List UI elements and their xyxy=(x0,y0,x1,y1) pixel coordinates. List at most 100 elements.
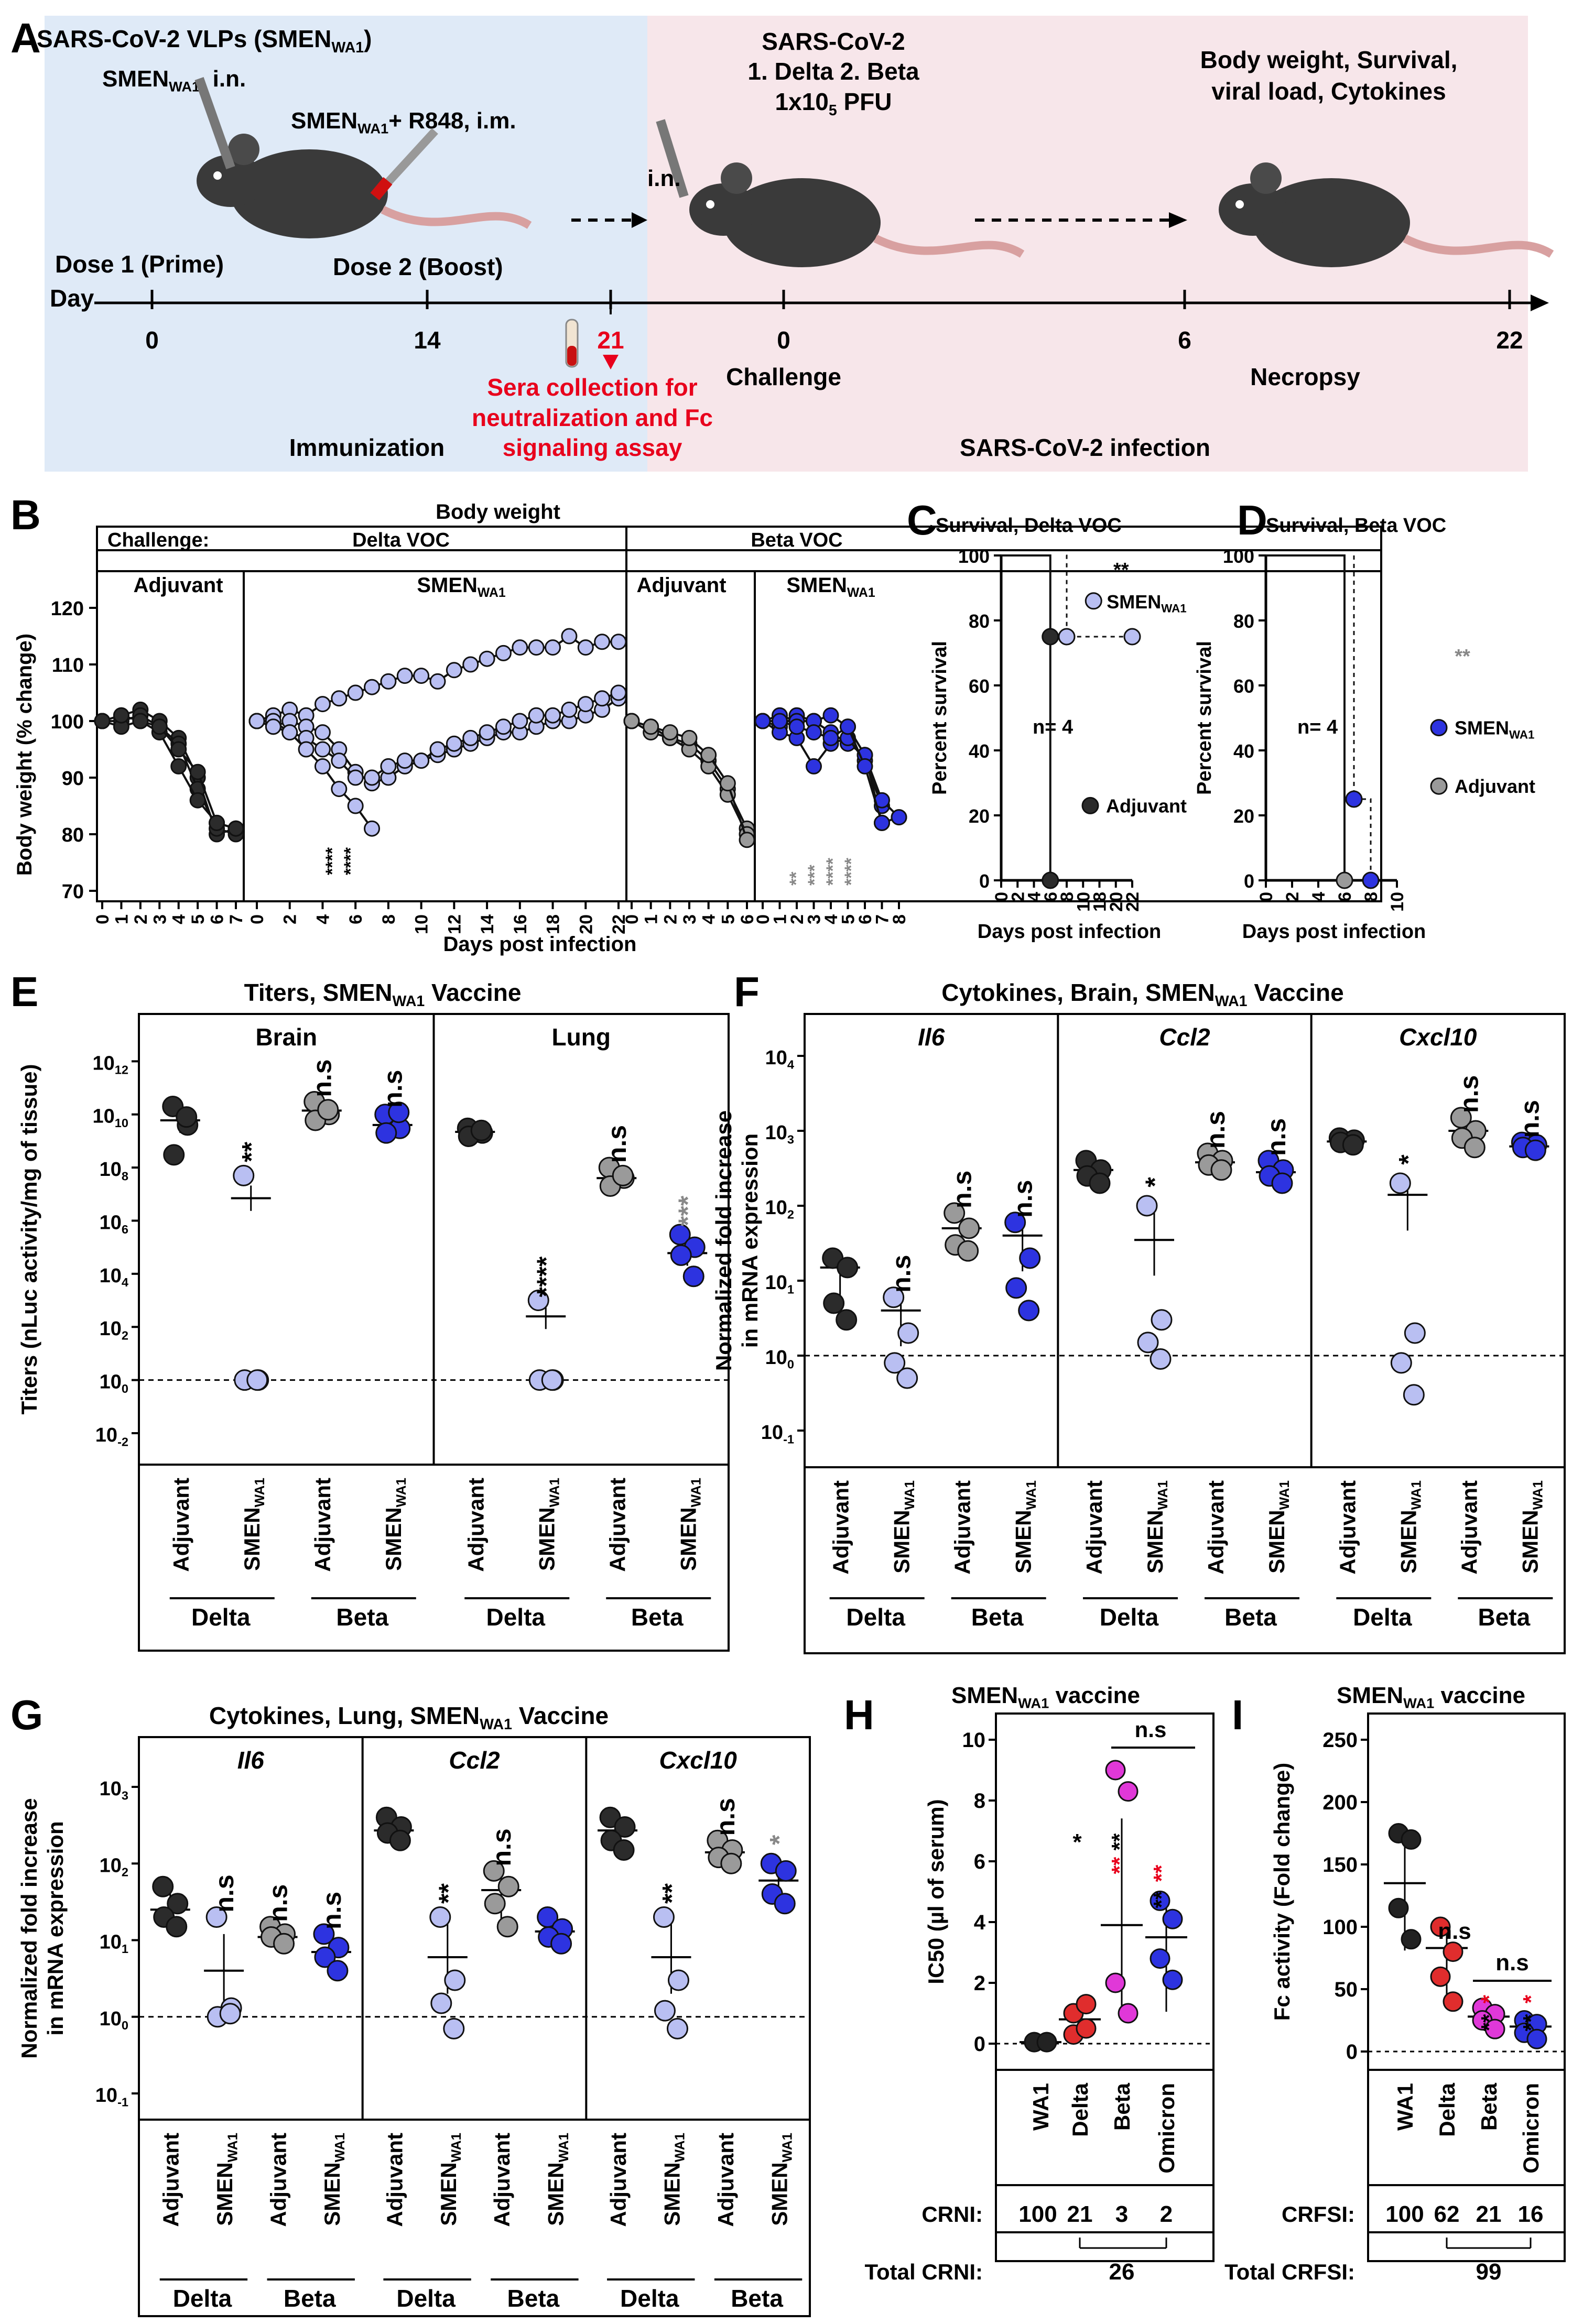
panelA-left-bg xyxy=(45,16,647,472)
data-point xyxy=(1150,1348,1172,1370)
data-point xyxy=(1105,1972,1126,1993)
mouse-ear xyxy=(721,162,752,194)
panelB-smen-delta: SMENWA1 xyxy=(417,574,506,600)
panelA-day-label: Day xyxy=(50,285,94,312)
sera-marker xyxy=(603,355,619,369)
data-point xyxy=(667,1969,689,1991)
panel-C-title: Survival, Delta VOC xyxy=(936,515,1122,537)
y-tick-label: 101 xyxy=(765,1272,794,1296)
panelH-total: 26 xyxy=(1109,2259,1135,2285)
significance-label: n.s xyxy=(210,1874,239,1912)
y-tick-label: 103 xyxy=(100,1778,128,1802)
data-point xyxy=(788,718,805,735)
timeline-tick-label: 6 xyxy=(1178,326,1191,354)
group-label: SMENWA1 xyxy=(1517,1480,1545,1574)
panel-C-xlabel: Days post infection xyxy=(978,921,1162,943)
data-point xyxy=(1210,1159,1232,1181)
data-point xyxy=(666,2017,688,2039)
data-point xyxy=(1076,2018,1097,2039)
data-point xyxy=(446,735,462,752)
x-tick-label: 1 xyxy=(771,914,790,924)
panelI-total-label: Total CRFSI: xyxy=(1224,2260,1355,2284)
significance-label: ** xyxy=(1107,1833,1132,1850)
timeline-tick-label: 22 xyxy=(1496,326,1523,354)
panel-F-ylabel: in mRNA expression xyxy=(738,1133,762,1348)
data-point xyxy=(958,1217,980,1239)
panel-letter-A: A xyxy=(10,15,41,61)
data-point xyxy=(314,758,331,774)
data-point xyxy=(364,679,381,695)
panel-E-ylabel: Titers (nLuc activity/mg of tissue) xyxy=(17,1064,41,1414)
y-tick-label: 102 xyxy=(765,1197,794,1221)
data-point xyxy=(479,724,495,741)
group-beta-label: Beta xyxy=(631,1603,684,1631)
group-label: SMENWA1 xyxy=(381,1478,409,1571)
data-point xyxy=(822,707,839,724)
group-label: SMENWA1 xyxy=(1011,1480,1039,1574)
panel-G-subtitle: Cxcl10 xyxy=(659,1747,737,1774)
panel-G-box xyxy=(138,1736,811,2121)
data-point xyxy=(720,1852,742,1874)
y-tick-label: 100 xyxy=(1322,1916,1358,1939)
significance-label: n.s xyxy=(887,1255,916,1293)
data-point xyxy=(754,713,771,729)
data-point xyxy=(233,1164,255,1186)
data-point xyxy=(389,1829,411,1851)
y-tick-label: 100 xyxy=(1223,545,1254,567)
data-point xyxy=(837,1257,859,1279)
significance-label: *** xyxy=(673,1195,702,1226)
panelA-challenge-label: Challenge xyxy=(726,363,841,390)
adjuvant-survival-line xyxy=(1266,554,1346,880)
significance-label: n.s xyxy=(602,1125,632,1163)
group-label: Adjuvant xyxy=(382,2133,407,2227)
data-point xyxy=(170,741,187,758)
data-point xyxy=(1042,871,1059,889)
data-point xyxy=(1484,2019,1505,2039)
y-tick-label: 10-2 xyxy=(95,1424,128,1448)
significance-label: ** xyxy=(1149,1864,1174,1882)
significance-label: n.s xyxy=(1009,1180,1038,1218)
y-tick-label: 200 xyxy=(1322,1791,1358,1814)
data-point xyxy=(836,1309,858,1331)
data-point xyxy=(430,1992,452,2014)
panelB-delta-label: Delta VOC xyxy=(352,529,450,551)
panel-F-ylabel: Normalized fold increase xyxy=(711,1110,736,1371)
legend-marker xyxy=(1081,797,1099,814)
timeline-tick-label: 21 xyxy=(597,326,624,354)
y-tick-label: 70 xyxy=(62,881,84,903)
panelI-ns: n.s xyxy=(1495,1950,1529,1976)
panel-E-subtitle: Brain xyxy=(255,1023,317,1051)
y-tick-label: 0 xyxy=(1244,870,1254,892)
data-point xyxy=(170,758,187,774)
x-tick-label: 18 xyxy=(1090,892,1110,912)
data-point xyxy=(176,1106,198,1128)
group-label: SMENWA1 xyxy=(212,2133,240,2226)
mouse-eye xyxy=(706,200,714,209)
group-delta-label: Delta xyxy=(191,1603,251,1631)
data-point xyxy=(1018,1300,1040,1322)
significance-label: ** xyxy=(657,1883,686,1903)
data-point xyxy=(446,662,462,679)
significance-label: n.s xyxy=(487,1828,516,1866)
panel-F-subtitle: Il6 xyxy=(918,1023,945,1051)
crni-value: 100 xyxy=(1018,2201,1057,2227)
data-point xyxy=(1150,1948,1170,1969)
group-delta-label: Delta xyxy=(620,2285,679,2312)
panelB-sig: **** xyxy=(341,847,361,875)
x-tick-label: 4 xyxy=(1025,892,1045,902)
group-label: SMENWA1 xyxy=(890,1480,917,1574)
data-point xyxy=(1403,1384,1425,1406)
group-beta-label: Beta xyxy=(507,2285,560,2312)
group-label: Adjuvant xyxy=(266,2133,291,2227)
data-point xyxy=(512,713,528,729)
significance-label: n.s xyxy=(317,1892,346,1929)
panel-D-title: Survival, Beta VOC xyxy=(1266,515,1446,537)
y-tick-label: 100 xyxy=(100,1371,128,1395)
significance-label: n.s xyxy=(308,1059,337,1097)
data-point xyxy=(610,634,627,650)
x-tick-label: 10 xyxy=(1387,892,1407,912)
data-point xyxy=(719,775,736,792)
data-point xyxy=(331,781,348,798)
x-tick-label: 10 xyxy=(1074,892,1093,912)
data-point xyxy=(545,639,561,656)
